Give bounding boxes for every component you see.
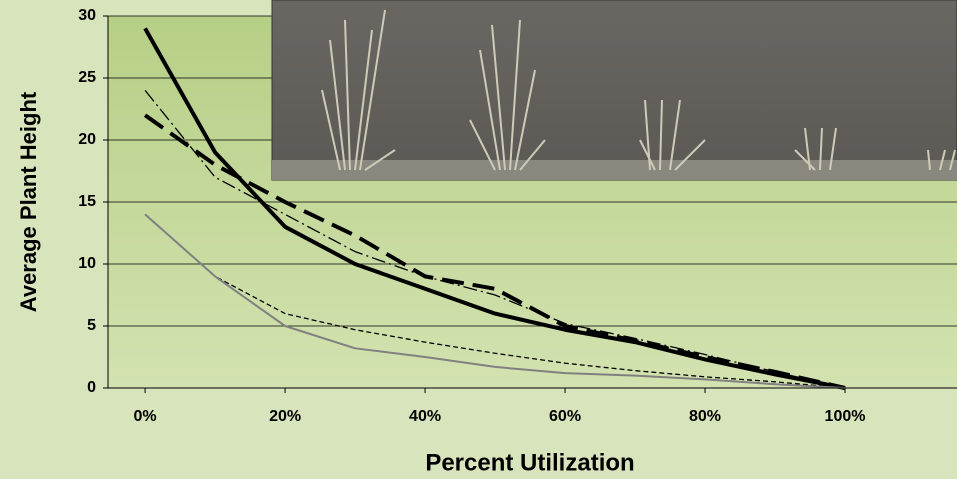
series-line — [143, 27, 846, 390]
series-line — [143, 113, 846, 390]
x-tick-label: 20% — [269, 408, 301, 425]
x-tick-label: 60% — [549, 408, 581, 425]
y-tick-label: 20 — [78, 131, 96, 148]
y-axis-title: Average Plant Height — [16, 91, 41, 312]
series-line — [144, 89, 846, 389]
y-tick-label: 5 — [87, 317, 96, 334]
x-axis-title: Percent Utilization — [425, 449, 634, 476]
lines — [143, 27, 846, 390]
photo-inset — [271, 0, 957, 181]
x-tick-label: 40% — [409, 408, 441, 425]
y-tick-label: 15 — [78, 193, 96, 210]
series-line — [144, 213, 846, 389]
series-line — [144, 213, 846, 389]
y-tick-label: 25 — [78, 69, 96, 86]
y-tick-label: 30 — [78, 7, 96, 24]
y-tick-label: 0 — [87, 379, 96, 396]
x-tick-label: 100% — [825, 408, 866, 425]
x-tick-label: 80% — [689, 408, 721, 425]
x-tick-label: 0% — [134, 408, 157, 425]
y-tick-label: 10 — [78, 255, 96, 272]
